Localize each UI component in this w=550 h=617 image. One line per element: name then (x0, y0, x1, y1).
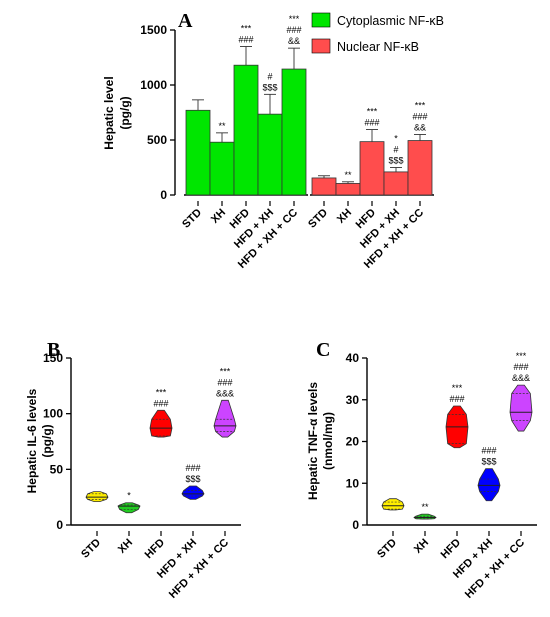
panel-a-bar (407, 140, 433, 196)
panel-b-ylabel-line1: Hepatic IL-6 levels (25, 388, 39, 493)
panel-c-ylabel-line2: (nmol/mg) (321, 412, 335, 470)
panel-c-y-tick-label: 10 (346, 476, 360, 490)
panel-a-bar (383, 171, 409, 196)
legend-swatch-nuclear (311, 38, 331, 54)
panel-a-significance-label: *** (367, 107, 378, 117)
panel-b: B Hepatic IL-6 levels (pg/g) 050100150**… (25, 339, 241, 601)
panel-c-y-tick-label: 20 (346, 435, 360, 449)
panel-b-violin (149, 409, 173, 438)
panel-a-ylabel-line2: (pg/g) (118, 96, 132, 129)
panel-a-significance-label: ** (218, 121, 226, 131)
panel-b-y-tick-label: 0 (56, 518, 63, 532)
panel-b-significance-label: ### (217, 377, 232, 387)
panel-a-category-label: STD (180, 207, 204, 231)
legend-label-cytoplasmic: Cytoplasmic NF-κB (337, 14, 444, 28)
panel-b-category-label: XH (116, 537, 135, 556)
panel-b-y-tick-label: 150 (43, 351, 63, 365)
panel-c-significance-label: ### (513, 362, 528, 372)
panel-a-y-tick-label: 500 (147, 133, 167, 147)
panel-a-significance-label: # (267, 71, 272, 81)
panel-c-letter: C (316, 339, 330, 361)
panel-a-significance-label: ### (238, 35, 253, 45)
panel-c-category-label: HFD + XH + CC (463, 537, 527, 601)
panel-b-violin (181, 485, 205, 500)
panel-c-significance-label: *** (516, 351, 527, 361)
panel-a-letter: A (178, 10, 193, 32)
panel-c-significance-label: ### (481, 446, 496, 456)
panel-a-bar (335, 183, 361, 196)
panel-a-significance-label: && (288, 36, 300, 46)
panel-a-significance-label: && (414, 123, 426, 133)
panel-a: A Hepatic level (pg/g) 050010001500*****… (102, 10, 444, 271)
panel-a-bar (209, 141, 235, 196)
panel-a-bar (281, 68, 307, 196)
panel-a-significance-label: # (393, 145, 398, 155)
panel-a-bar (311, 177, 337, 196)
panel-b-category-label: HFD (143, 537, 168, 562)
panel-c-violin (477, 468, 501, 502)
panel-c-significance-label: &&& (512, 373, 530, 383)
panel-b-significance-label: $$$ (185, 474, 200, 484)
panel-b-significance-label: ### (153, 398, 168, 408)
panel-c-violin (509, 384, 533, 432)
panel-c-significance-label: ** (421, 502, 429, 512)
panel-b-category-label: HFD + XH + CC (167, 537, 231, 601)
panel-a-y-tick-label: 1000 (140, 78, 167, 92)
panel-a-ylabel-line1: Hepatic level (102, 76, 116, 149)
panel-b-y-tick-label: 100 (43, 407, 63, 421)
panel-b-letter: B (47, 339, 60, 361)
panel-a-bar (185, 109, 211, 196)
panel-a-significance-label: ### (412, 112, 427, 122)
panel-c-category-label: HFD (439, 537, 464, 562)
panel-b-category-label: STD (79, 537, 103, 561)
panel-c-category-label: XH (412, 537, 431, 556)
panel-b-significance-label: ### (185, 463, 200, 473)
panel-a-significance-label: *** (415, 101, 426, 111)
legend-swatch-cytoplasmic (311, 12, 331, 28)
panel-b-ylabel-line2: (pg/g) (40, 424, 54, 457)
panel-b-significance-label: &&& (216, 388, 234, 398)
panel-a-category-label: XH (335, 207, 354, 226)
panel-b-violin (117, 502, 141, 514)
panel-a-category-label: XH (209, 207, 228, 226)
legend: Cytoplasmic NF-κB Nuclear NF-κB (311, 12, 444, 54)
panel-b-violin (85, 491, 109, 503)
panel-b-significance-label: *** (220, 366, 231, 376)
panel-c-significance-label: $$$ (481, 457, 496, 467)
panel-c-ylabel-line1: Hepatic TNF-α levels (306, 382, 320, 500)
panel-c: C Hepatic TNF-α levels (nmol/mg) 0 10 20 30… (306, 339, 537, 601)
panel-c-category-label: STD (375, 537, 399, 561)
panel-c-significance-label: *** (452, 383, 463, 393)
panel-b-violin (213, 399, 237, 438)
panel-a-y-tick-label: 1500 (140, 23, 167, 37)
panel-a-bar (257, 113, 283, 196)
legend-label-nuclear: Nuclear NF-κB (337, 40, 419, 54)
panel-c-violin (381, 498, 405, 511)
panel-c-y-tick-label: 40 (346, 351, 360, 365)
panel-a-category-label: STD (306, 207, 330, 231)
panel-b-significance-label: * (127, 491, 131, 501)
panel-a-bar (359, 141, 385, 196)
panel-a-significance-label: * (394, 134, 398, 144)
panel-a-significance-label: $$$ (388, 156, 403, 166)
panel-c-significance-label: ### (449, 394, 464, 404)
panel-a-significance-label: *** (241, 24, 252, 34)
panel-a-bar (233, 64, 259, 196)
panel-b-significance-label: *** (156, 387, 167, 397)
panel-a-significance-label: ** (344, 170, 352, 180)
panel-a-significance-label: ### (364, 118, 379, 128)
panel-a-significance-label: $$$ (262, 82, 277, 92)
panel-a-significance-label: *** (289, 14, 300, 24)
panel-a-significance-label: ### (286, 25, 301, 35)
panel-c-y-tick-label: 30 (346, 393, 360, 407)
panel-b-y-tick-label: 50 (50, 462, 64, 476)
panel-a-y-tick-label: 0 (160, 188, 167, 202)
panel-c-y-tick-label: 0 (352, 518, 359, 532)
